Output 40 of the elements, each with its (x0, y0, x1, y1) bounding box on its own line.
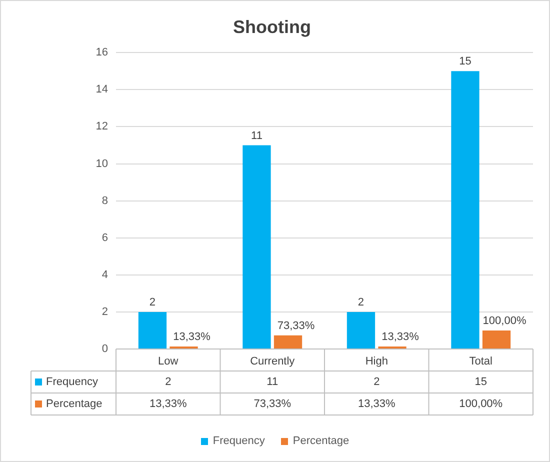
y-tick-label: 2 (102, 306, 108, 318)
data-label: 2 (165, 376, 172, 388)
y-tick-label: 6 (102, 232, 108, 244)
text: 13,33% (382, 331, 419, 344)
bar (482, 330, 511, 348)
y-tick-label: 14 (96, 84, 108, 96)
data-label: 13,33% (149, 398, 187, 410)
legend-label: Percentage (46, 398, 102, 410)
text: Percentage (292, 435, 350, 447)
text: 15 (459, 56, 472, 68)
bar (138, 312, 167, 348)
x-tick-label: Total (469, 356, 492, 368)
bar (346, 312, 376, 348)
x-tick-label: High (365, 356, 388, 368)
y-tick-label: 0 (102, 343, 108, 356)
x-tick-label: Currently (250, 356, 296, 368)
text: 2 (149, 296, 156, 308)
bar (242, 145, 271, 348)
text: Frequency (212, 435, 265, 447)
y-tick-label: 12 (96, 120, 108, 133)
text: 73,33% (277, 320, 315, 332)
y-tick-label: 10 (96, 158, 108, 170)
data-label: 100,00% (459, 398, 503, 410)
text: 100,00% (482, 315, 526, 328)
x-tick-label: Low (158, 356, 178, 368)
data-label: 13,33% (358, 398, 396, 410)
bar (274, 335, 302, 348)
y-tick-label: 16 (96, 46, 108, 59)
data-label: 2 (374, 376, 380, 388)
text: 2 (358, 296, 364, 308)
chart-title: Shooting (233, 16, 311, 37)
data-label: 73,33% (254, 398, 292, 410)
text: 13,33% (173, 331, 210, 344)
y-tick-label: 8 (102, 194, 108, 207)
text: 11 (251, 130, 262, 142)
data-label: 11 (266, 376, 278, 388)
y-tick-label: 4 (102, 268, 108, 281)
data-label: 15 (474, 376, 487, 388)
bar (451, 71, 480, 348)
legend-label: Frequency (46, 376, 98, 388)
